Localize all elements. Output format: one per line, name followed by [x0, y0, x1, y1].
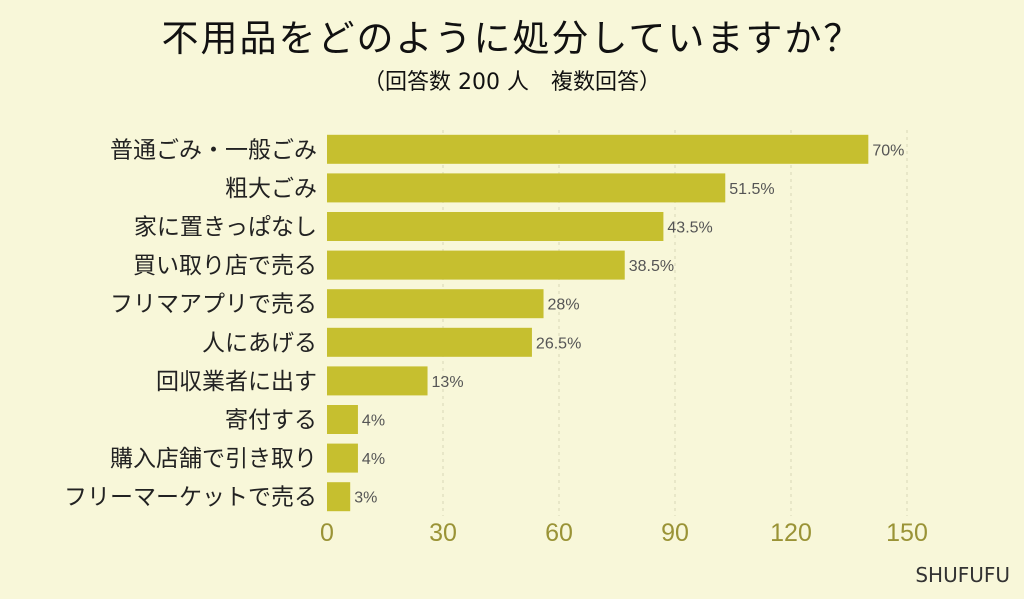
bar	[327, 405, 358, 434]
value-label: 4%	[362, 451, 385, 468]
bar	[327, 443, 358, 473]
value-label: 4%	[362, 413, 385, 430]
bar	[327, 289, 544, 319]
value-label: 13%	[432, 374, 464, 391]
bar	[327, 327, 532, 357]
chart-title: 不用品をどのように処分していますか？	[161, 17, 863, 60]
category-label: 家に置きっぱなし	[134, 215, 317, 241]
x-tick-label: 30	[429, 519, 457, 547]
bar	[327, 366, 428, 396]
category-label: 普通ごみ・一般ごみ	[110, 137, 317, 163]
value-label: 26.5%	[536, 335, 581, 352]
bar	[327, 134, 869, 164]
x-tick-label: 150	[886, 519, 928, 547]
value-label: 70%	[872, 142, 904, 159]
category-label: 購入店舗で引き取り	[110, 446, 317, 472]
category-label: 粗大ごみ	[225, 176, 317, 202]
category-label: フリーマーケットで売る	[64, 485, 317, 511]
category-label: 人にあげる	[202, 330, 317, 356]
value-label: 3%	[354, 490, 377, 507]
x-tick-label: 60	[545, 519, 573, 547]
value-label: 28%	[548, 297, 580, 314]
category-label: 買い取り店で売る	[133, 253, 317, 279]
value-label: 43.5%	[667, 220, 712, 237]
x-tick-label: 90	[661, 519, 689, 547]
category-label: フリマアプリで売る	[110, 292, 317, 318]
bar	[327, 173, 726, 203]
chart-subtitle: （回答数 200 人 複数回答）	[363, 70, 661, 95]
x-tick-label: 120	[770, 519, 812, 547]
x-tick-label: 0	[320, 519, 334, 547]
bar	[327, 212, 664, 241]
bar	[327, 482, 351, 512]
category-label: 寄付する	[225, 408, 317, 434]
value-label: 51.5%	[729, 181, 774, 198]
value-label: 38.5%	[629, 258, 674, 275]
bar	[327, 250, 625, 280]
brand-watermark: SHUFUFU	[915, 563, 1010, 587]
category-label: 回収業者に出す	[156, 369, 317, 395]
